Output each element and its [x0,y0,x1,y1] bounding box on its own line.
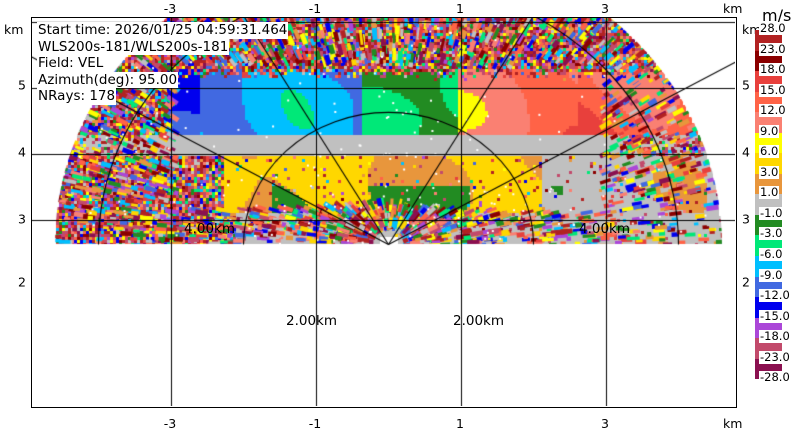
colorbar-tick-label: -23.0 [759,349,791,364]
colorbar-tick-label: 9.0 [759,123,780,138]
annotation-nrays: NRays: 178 [37,88,117,105]
colorbar-band: -23.0 -28.0 [755,350,791,384]
annotation-instrument: WLS200s-181/WLS200s-181 [37,38,230,56]
x-tick-bottom-3: 1 [456,416,464,431]
x-axis-unit-top: km [723,1,743,16]
x-axis-unit-bottom: km [723,416,743,431]
colorbar-tick-label: 1.0 [759,185,780,200]
annotation-start-time: Start time: 2026/01/25 04:59:31.464 [37,22,289,39]
x-tick-top-2: -1 [308,1,322,16]
range-ring-label-4km-right: 4.00km [579,221,631,237]
range-ring-label-4km-left: 4.00km [184,221,236,237]
y-axis-unit-left: km [4,22,24,37]
colorbar-tick-label: -9.0 [759,267,784,282]
colorbar-tick-label: 6.0 [759,144,780,159]
range-ring-label-2km-left: 2.00km [286,313,338,329]
colorbar-tick-label: -6.0 [759,247,784,262]
colorbar-tick-label: 18.0 [759,62,787,77]
y-tick-left-3: 3 [18,211,26,227]
y-tick-right-1: 5 [742,77,750,93]
annotation-field: Field: VEL [37,55,105,72]
colorbar-tick-label: -18.0 [759,329,791,344]
x-tick-bottom-1: -3 [163,416,177,431]
x-tick-top-3: 1 [456,1,464,16]
range-ring-label-2km-right: 2.00km [453,313,505,329]
y-tick-right-4: 2 [742,274,750,290]
annotation-block: Start time: 2026/01/25 04:59:31.464 WLS2… [37,22,289,105]
x-tick-top-4: 3 [601,1,609,16]
colorbar-tick-label: -28.0 [759,369,791,384]
colorbar-tick-label: -15.0 [759,308,791,323]
colorbar-tick-label: -12.0 [759,288,791,303]
x-tick-top-1: -3 [163,1,177,16]
y-tick-right-2: 4 [742,144,750,160]
y-tick-right-3: 3 [742,211,750,227]
colorbar-tick-label: -1.0 [759,205,784,220]
colorbar-unit-label: m/s [762,6,792,25]
colorbar[interactable]: 28.0 23.0 18.0 15.0 12.0 9.0 6.0 3.0 1.0 -1.0 -3.0… [755,22,791,384]
colorbar-tick-label: 15.0 [759,82,787,97]
colorbar-tick-label: 12.0 [759,103,787,118]
colorbar-tick-label: 3.0 [759,164,780,179]
y-tick-left-1: 5 [18,77,26,93]
colorbar-tick-label: 23.0 [759,41,787,56]
x-tick-bottom-2: -1 [308,416,322,431]
y-tick-left-4: 2 [18,274,26,290]
colorbar-tick-label: 28.0 [759,21,787,35]
x-tick-bottom-4: 3 [601,416,609,431]
annotation-azimuth: Azimuth(deg): 95.00 [37,71,179,89]
y-tick-left-2: 4 [18,144,26,160]
colorbar-tick-label: -3.0 [759,226,784,241]
